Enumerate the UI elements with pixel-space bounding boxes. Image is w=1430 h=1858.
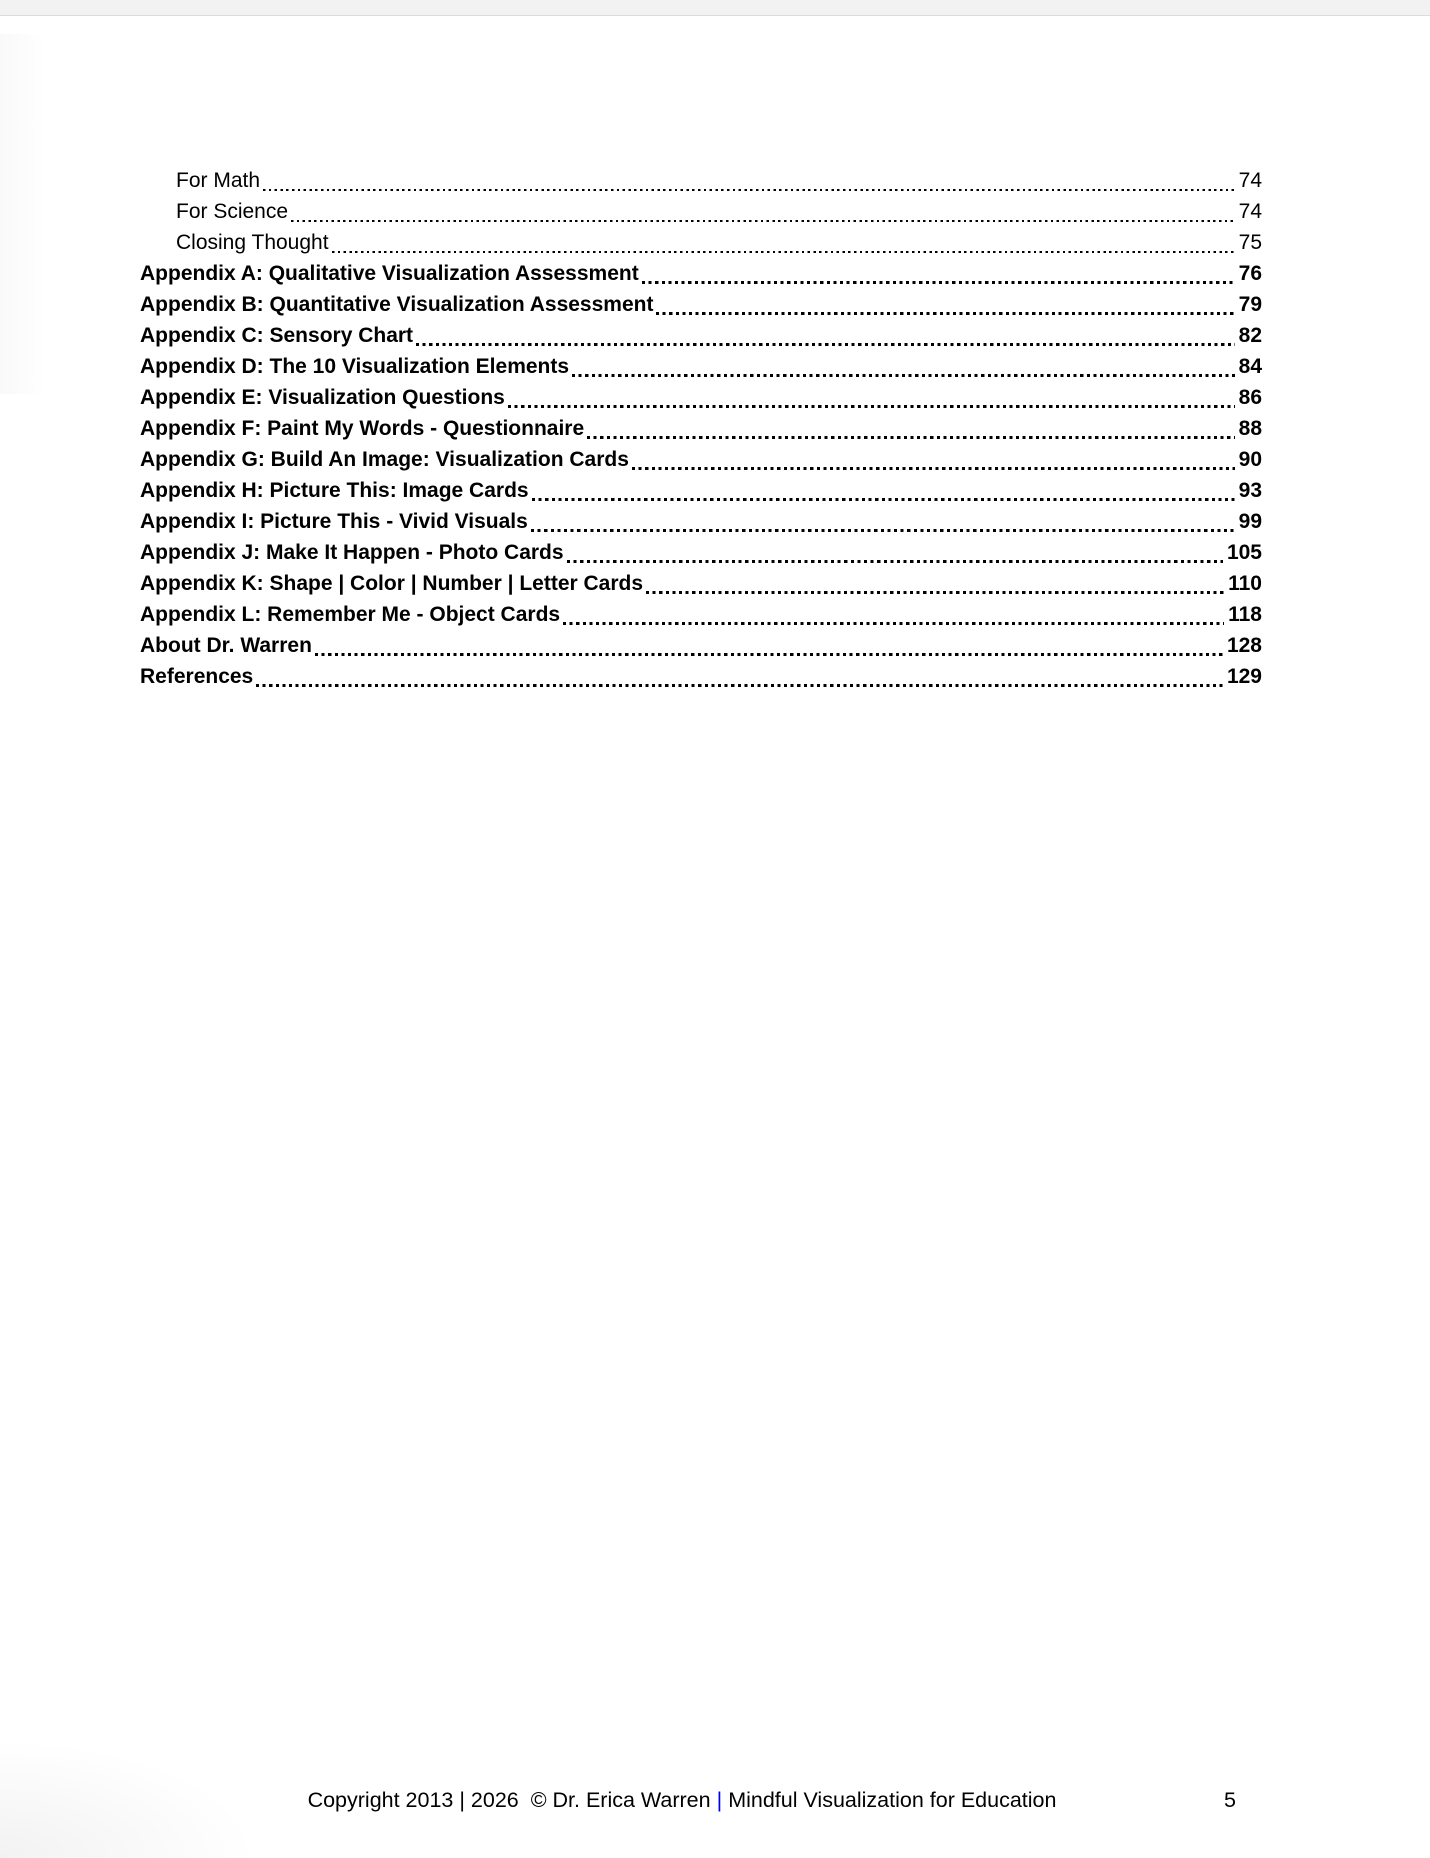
- footer-text: Copyright 2013 | 2026 © Dr. Erica Warren…: [140, 1785, 1224, 1816]
- toc-entry-label: Appendix A: Qualitative Visualization As…: [140, 262, 639, 285]
- toc-entry[interactable]: For Math 74: [140, 165, 1262, 196]
- toc-entry-label: Appendix L: Remember Me - Object Cards: [140, 603, 561, 626]
- toc-entry-page-number: 76: [1238, 262, 1262, 285]
- toc-entry[interactable]: Appendix J: Make It Happen - Photo Cards…: [140, 537, 1262, 568]
- toc-entry[interactable]: Appendix B: Quantitative Visualization A…: [140, 289, 1262, 320]
- toc-entry-page-number: 105: [1226, 541, 1262, 564]
- toc-entry-label: Appendix E: Visualization Questions: [140, 386, 505, 409]
- toc-entry[interactable]: Appendix D: The 10 Visualization Element…: [140, 351, 1262, 382]
- toc-entry-page-number: 88: [1238, 417, 1262, 440]
- toc-entry-page-number: 90: [1238, 448, 1262, 471]
- toc-dot-leader: [313, 630, 1225, 661]
- toc-entry[interactable]: Appendix A: Qualitative Visualization As…: [140, 258, 1262, 289]
- toc-entry-page-number: 84: [1238, 355, 1262, 378]
- toc-entry-label: Appendix B: Quantitative Visualization A…: [140, 293, 654, 316]
- footer-page-number: 5: [1224, 1788, 1236, 1812]
- toc-entry[interactable]: Appendix H: Picture This: Image Cards 93: [140, 475, 1262, 506]
- toc-entry-page-number: 118: [1228, 603, 1262, 626]
- toc-entry-label: Appendix G: Build An Image: Visualizatio…: [140, 448, 629, 471]
- toc-dot-leader: [585, 413, 1236, 444]
- toc-dot-leader: [570, 351, 1237, 382]
- page-footer: Copyright 2013 | 2026 © Dr. Erica Warren…: [140, 1785, 1262, 1816]
- toc-entry-page-number: 79: [1238, 293, 1262, 316]
- toc-entry-label: Appendix C: Sensory Chart: [140, 324, 414, 347]
- toc-entry[interactable]: References 129: [140, 661, 1262, 692]
- toc-entry-label: Appendix F: Paint My Words - Questionnai…: [140, 417, 585, 440]
- document-page: For Math 74 For Science 74 Closing Thoug…: [0, 17, 1430, 1858]
- toc-entry[interactable]: Appendix L: Remember Me - Object Cards 1…: [140, 599, 1262, 630]
- toc-entry-label: Appendix J: Make It Happen - Photo Cards: [140, 541, 564, 564]
- table-of-contents: For Math 74 For Science 74 Closing Thoug…: [140, 165, 1262, 692]
- toc-entry-page-number: 128: [1226, 634, 1262, 657]
- footer-separator: |: [716, 1788, 723, 1812]
- toc-entry-label: For Math: [176, 169, 261, 192]
- toc-entry-page-number: 74: [1238, 200, 1262, 223]
- toc-dot-leader: [330, 227, 1237, 258]
- toc-entry-page-number: 110: [1228, 572, 1262, 595]
- toc-entry-page-number: 129: [1226, 665, 1262, 688]
- toc-entry[interactable]: Appendix I: Picture This - Vivid Visuals…: [140, 506, 1262, 537]
- toc-dot-leader: [644, 568, 1226, 599]
- toc-dot-leader: [529, 506, 1237, 537]
- toc-entry[interactable]: Appendix C: Sensory Chart 82: [140, 320, 1262, 351]
- page-gap-band: [0, 0, 1430, 16]
- toc-dot-leader: [254, 661, 1225, 692]
- toc-dot-leader: [289, 196, 1237, 227]
- toc-dot-leader: [506, 382, 1237, 413]
- toc-dot-leader: [561, 599, 1226, 630]
- toc-entry-label: Appendix H: Picture This: Image Cards: [140, 479, 529, 502]
- toc-dot-leader: [630, 444, 1237, 475]
- toc-entry-page-number: 99: [1238, 510, 1262, 533]
- toc-entry[interactable]: Appendix E: Visualization Questions 86: [140, 382, 1262, 413]
- toc-entry-label: Appendix K: Shape | Color | Number | Let…: [140, 572, 644, 595]
- toc-entry[interactable]: About Dr. Warren 128: [140, 630, 1262, 661]
- toc-dot-leader: [640, 258, 1237, 289]
- toc-dot-leader: [565, 537, 1225, 568]
- footer-copyright: Copyright 2013 | 2026 © Dr. Erica Warren: [307, 1788, 711, 1812]
- toc-dot-leader: [530, 475, 1237, 506]
- page-edge-shadow-bottom: [0, 1738, 260, 1858]
- toc-entry[interactable]: Closing Thought 75: [140, 227, 1262, 258]
- toc-entry[interactable]: Appendix K: Shape | Color | Number | Let…: [140, 568, 1262, 599]
- toc-entry-page-number: 75: [1238, 231, 1262, 254]
- toc-entry-label: Appendix D: The 10 Visualization Element…: [140, 355, 570, 378]
- toc-entry-label: About Dr. Warren: [140, 634, 312, 657]
- page-edge-shadow-top: [0, 34, 46, 394]
- toc-entry-label: Appendix I: Picture This - Vivid Visuals: [140, 510, 528, 533]
- toc-entry[interactable]: Appendix F: Paint My Words - Questionnai…: [140, 413, 1262, 444]
- toc-entry-page-number: 74: [1238, 169, 1262, 192]
- toc-dot-leader: [414, 320, 1237, 351]
- toc-entry[interactable]: Appendix G: Build An Image: Visualizatio…: [140, 444, 1262, 475]
- toc-entry-label: For Science: [176, 200, 289, 223]
- toc-dot-leader: [261, 165, 1237, 196]
- footer-doc-title: Mindful Visualization for Education: [728, 1788, 1057, 1812]
- toc-entry-page-number: 93: [1238, 479, 1262, 502]
- toc-entry[interactable]: For Science 74: [140, 196, 1262, 227]
- toc-entry-page-number: 86: [1238, 386, 1262, 409]
- toc-dot-leader: [654, 289, 1236, 320]
- toc-entry-page-number: 82: [1238, 324, 1262, 347]
- toc-entry-label: References: [140, 665, 254, 688]
- toc-entry-label: Closing Thought: [176, 231, 329, 254]
